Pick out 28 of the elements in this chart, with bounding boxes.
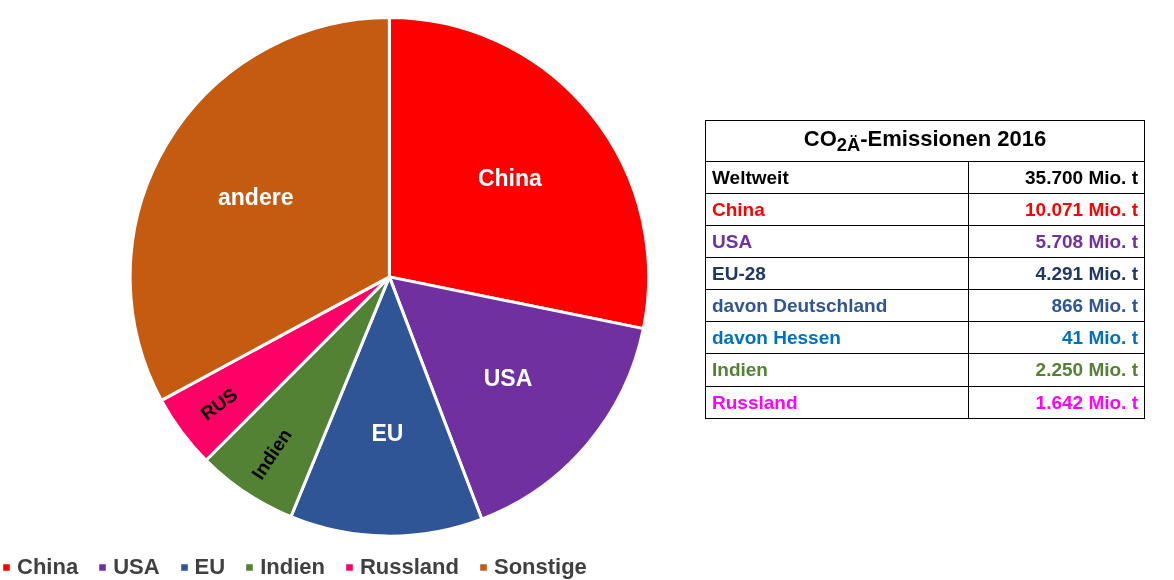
text: RUS xyxy=(196,383,242,425)
category-label: China xyxy=(705,193,969,226)
category-label: davon Deutschland xyxy=(705,289,969,322)
legend-label: China xyxy=(17,554,79,580)
text: 5.708 Mio. t xyxy=(1035,230,1138,252)
legend-label: Sonstige xyxy=(493,554,587,580)
category-label: Indien xyxy=(705,353,969,387)
category-label: Weltweit xyxy=(705,161,969,194)
text: CO$_{2Ä}$-Emissionen 2016 xyxy=(705,120,1145,162)
category-label: Russland xyxy=(705,386,969,419)
text: USA xyxy=(483,364,533,391)
category-label: USA xyxy=(705,225,969,258)
text: 2.250 Mio. t xyxy=(1035,359,1138,381)
text: 866 Mio. t xyxy=(1051,295,1138,317)
legend-label: Russland xyxy=(359,554,459,580)
text: China xyxy=(477,165,543,192)
legend-label: Indien xyxy=(260,554,325,580)
text: 4.291 Mio. t xyxy=(1035,262,1138,284)
text: 41 Mio. t xyxy=(1061,327,1138,349)
text: 35.700 Mio. t xyxy=(1025,166,1138,188)
category-label: EU-28 xyxy=(705,257,969,290)
text: EU xyxy=(371,419,404,446)
category-label: davon Hessen xyxy=(705,321,969,354)
legend-label: EU xyxy=(194,554,226,580)
text: 10.071 Mio. t xyxy=(1025,198,1138,220)
text: 1.642 Mio. t xyxy=(1035,391,1138,413)
legend-label: USA xyxy=(113,554,160,580)
text: andere xyxy=(218,184,294,211)
